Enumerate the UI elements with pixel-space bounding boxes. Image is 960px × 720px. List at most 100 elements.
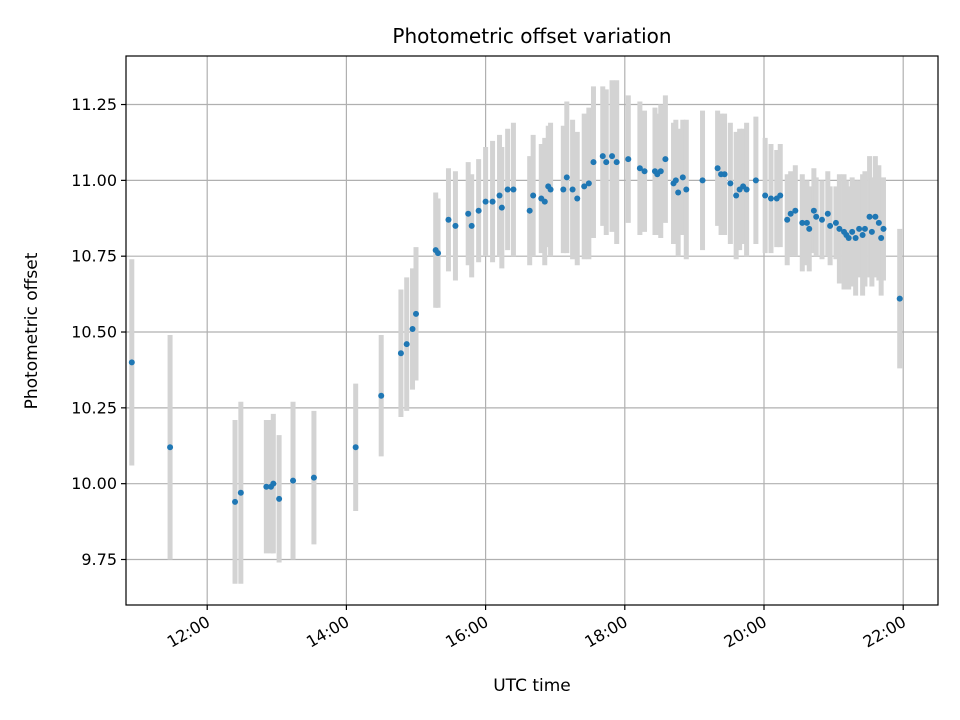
data-point [526,207,533,214]
data-point [636,165,643,172]
data-point [880,225,887,232]
x-axis-label: UTC time [493,676,571,696]
data-point [413,310,419,317]
data-point [585,180,592,187]
data-point [675,189,682,196]
chart-title: Photometric offset variation [392,24,671,48]
data-point [896,295,903,302]
data-point [599,153,606,160]
data-point [560,186,567,193]
data-point [784,216,791,223]
data-point [496,192,503,199]
data-point [852,234,859,241]
data-point [662,156,669,163]
data-point [581,183,588,190]
data-point [827,222,834,229]
data-point [504,186,511,193]
data-point [792,207,799,214]
data-point [641,168,648,175]
data-point [603,159,610,166]
data-point [563,174,570,181]
data-point [547,186,554,193]
data-point [435,250,442,257]
data-point [276,495,283,502]
data-point [378,392,385,399]
data-point [489,198,496,205]
data-point [352,444,359,451]
data-point [403,341,410,348]
data-point [872,213,879,220]
data-point [270,480,277,487]
data-point [813,213,820,220]
data-point [721,171,728,178]
data-point [613,159,620,166]
data-point [824,210,831,217]
plot-area-frame [125,55,939,606]
data-point [541,198,548,205]
data-point [445,216,452,223]
data-point [868,228,875,235]
data-point [799,219,806,226]
data-point [832,219,839,226]
data-point [714,165,721,172]
data-point [743,186,750,193]
data-point [845,234,852,241]
data-point [733,192,740,199]
y-tick-label: 10.75 [71,247,117,266]
y-tick-label: 10.00 [71,474,117,493]
data-point [699,177,706,184]
data-point [409,325,416,332]
data-point [609,153,616,160]
data-point [530,192,537,199]
data-point [465,210,472,217]
data-point [866,213,873,220]
data-point [803,219,810,226]
data-point [875,219,882,226]
data-point [397,350,404,357]
data-point [475,207,482,214]
data-point [232,498,239,505]
data-point [810,207,817,214]
y-tick-label: 11.25 [71,95,117,114]
data-point [819,216,825,223]
data-point [625,156,632,163]
data-point [767,195,774,202]
data-point [167,444,174,451]
data-point [574,195,581,202]
data-point [849,228,856,235]
y-axis-ticks: 9.75 10.00 10.25 10.50 10.75 11.00 11.25 [71,95,126,569]
data-point [510,186,517,193]
y-tick-label: 11.00 [71,171,117,190]
grid [126,56,938,605]
data-point [590,159,597,166]
data-point [310,474,317,481]
data-point [657,168,664,175]
data-point [468,222,475,229]
data-point [683,186,690,193]
data-point [679,174,686,181]
data-point [482,198,489,205]
data-point [878,234,885,241]
data-point [290,477,297,484]
data-point [752,177,759,184]
data-point [806,225,813,232]
data-point [856,225,863,232]
y-tick-label: 10.50 [71,323,117,342]
data-point [787,210,794,217]
data-point [672,177,679,184]
data-point [861,225,868,232]
data-point [452,222,459,229]
data-points [128,153,903,505]
data-point [727,180,734,187]
data-point [859,231,866,238]
data-point [569,186,576,193]
data-point [498,204,505,211]
data-point [128,359,135,366]
data-point [762,192,769,199]
data-point [263,483,270,490]
y-tick-label: 9.75 [81,550,117,569]
data-point [237,489,244,496]
y-tick-label: 10.25 [71,398,117,417]
